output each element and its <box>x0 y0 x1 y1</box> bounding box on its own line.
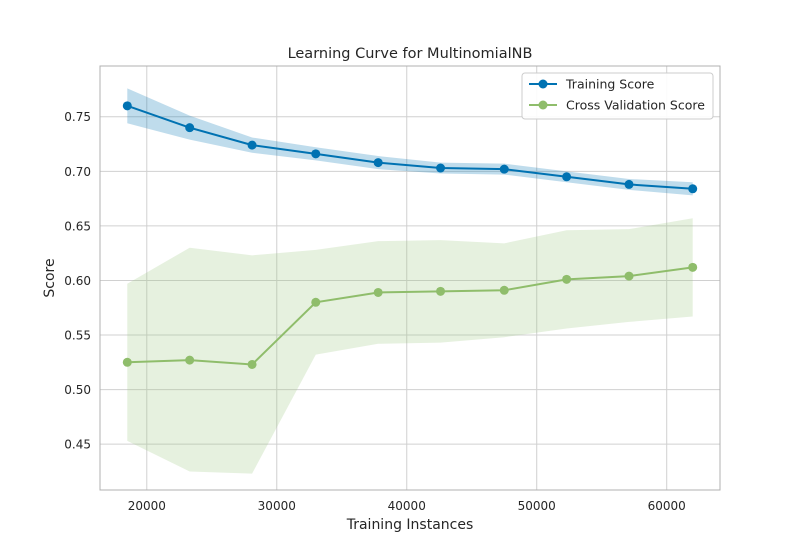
legend-box <box>521 72 714 120</box>
cross-validation-score-point <box>436 286 446 296</box>
y-tick-label: 0.50 <box>64 383 91 397</box>
series-lines <box>126 104 693 366</box>
training-score-point <box>247 140 257 150</box>
training-score-point <box>624 179 634 189</box>
x-tick-label: 40000 <box>388 499 426 513</box>
cross-validation-score-line <box>127 266 693 366</box>
training-score-point <box>122 101 132 111</box>
cross-validation-score-point <box>562 274 572 284</box>
x-tick-label: 20000 <box>128 499 166 513</box>
grid-lines <box>100 66 720 490</box>
y-tick-label: 0.70 <box>64 165 91 179</box>
x-tick-labels: 20000 30000 40000 50000 60000 <box>128 499 686 513</box>
legend-label-cv: Cross Validation Score <box>566 98 705 113</box>
cross-validation-score-point <box>688 262 698 272</box>
cross-validation-score-point <box>311 297 321 307</box>
x-tick-label: 60000 <box>648 499 686 513</box>
y-tick-labels: 0.45 0.50 0.55 0.60 0.65 0.70 0.75 <box>64 110 91 451</box>
training-score-point <box>562 172 572 182</box>
x-axis-label: Training Instances <box>346 517 474 533</box>
plot-area <box>100 66 720 490</box>
cross-validation-score-point <box>624 271 634 281</box>
cross-validation-score-point <box>499 285 509 295</box>
training-score-point <box>311 149 321 159</box>
y-tick-label: 0.60 <box>64 274 91 288</box>
legend-marker-cv <box>538 100 548 110</box>
cross-validation-score-point <box>185 355 195 365</box>
chart-title: Learning Curve for MultinomialNB <box>288 46 533 62</box>
plot-frame <box>99 65 721 491</box>
training-score-point <box>185 123 195 133</box>
series-points <box>122 101 698 369</box>
y-axis-label: Score <box>42 258 58 297</box>
training-score-point <box>499 164 509 174</box>
cross-validation-score-point <box>247 359 257 369</box>
training-score-line <box>126 104 693 190</box>
legend: Training Score Cross Validation Score <box>521 72 714 120</box>
cross-validation-score-point <box>122 357 132 367</box>
legend-marker-training <box>538 79 548 89</box>
y-tick-label: 0.55 <box>64 329 91 343</box>
x-tick-label: 30000 <box>258 499 296 513</box>
y-tick-label: 0.75 <box>64 110 91 124</box>
training-score-point <box>373 158 383 168</box>
legend-label-training: Training Score <box>565 77 655 92</box>
y-tick-label: 0.65 <box>64 219 91 233</box>
y-tick-label: 0.45 <box>64 438 91 452</box>
training-score-point <box>436 163 446 173</box>
cross-validation-score-point <box>373 287 383 297</box>
x-tick-label: 50000 <box>518 499 556 513</box>
training-score-point <box>688 184 698 194</box>
